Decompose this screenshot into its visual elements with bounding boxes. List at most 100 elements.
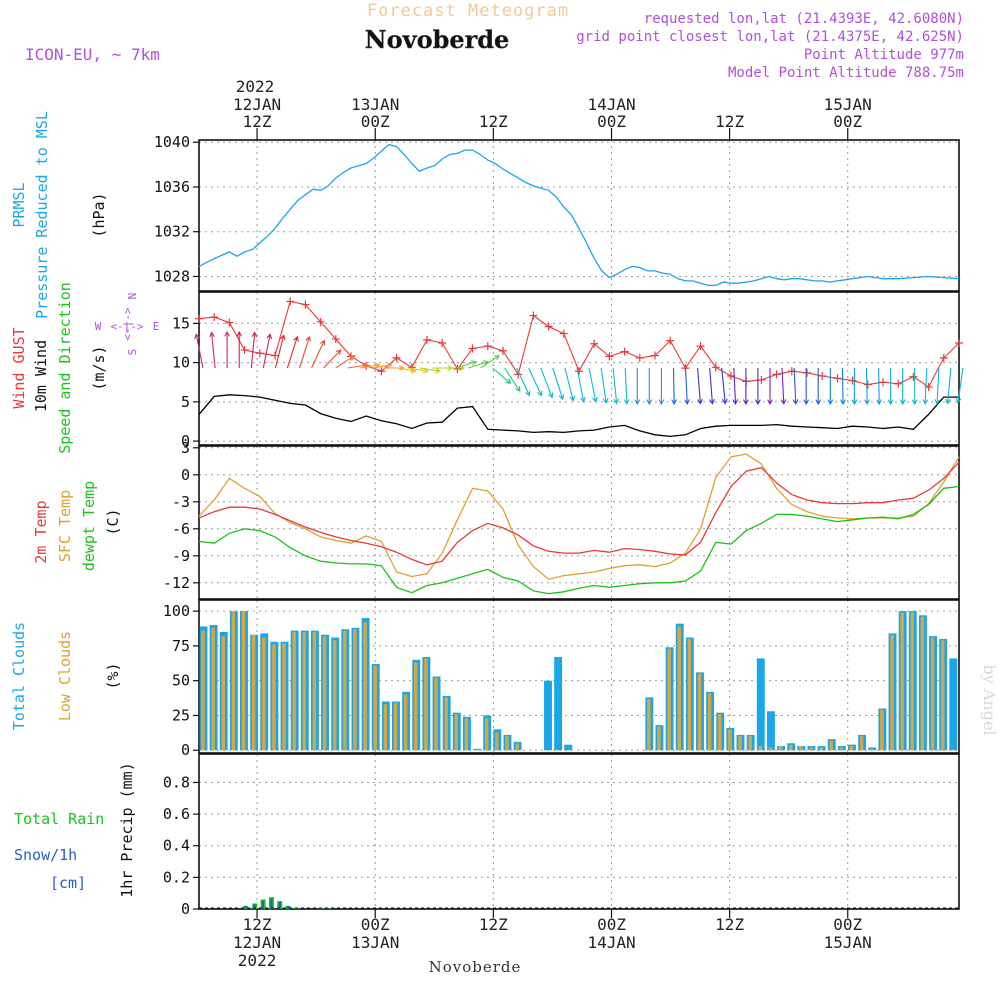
gust-marker	[377, 367, 386, 376]
top-hour-label: 00Z	[361, 112, 390, 131]
wind-direction-arrow	[194, 333, 204, 369]
low-cloud-bar	[859, 736, 864, 751]
wind-panel-labels: Wind GUST 10m Wind Speed and Direction (…	[10, 282, 159, 454]
wind-direction-arrow	[516, 367, 531, 397]
compass-rose: N W E S <-|-> <-|->	[95, 293, 160, 356]
gust-marker	[939, 353, 948, 362]
wind-direction-arrow	[504, 367, 521, 393]
precip-unit-label: 1hr Precip (mm)	[118, 762, 136, 897]
low-cloud-bar	[849, 746, 854, 751]
low-cloud-bar	[505, 736, 509, 751]
top-hour-label: 12Z	[715, 112, 744, 131]
precipitation-panel: 0 0.2 0.4 0.6 0.8	[163, 753, 960, 918]
wind-direction-arrow	[755, 368, 761, 406]
y-tick-label: 10	[172, 354, 190, 372]
wind-direction-arrow	[209, 331, 216, 369]
pressure-panel-labels: PRMSL Pressure Reduced to MSL (hPa)	[10, 111, 108, 319]
y-tick-label: -6	[172, 520, 190, 538]
wind-direction-arrow	[697, 367, 703, 405]
temperature-panel-labels: 2m Temp SFC Temp dewpt Temp (C)	[32, 481, 122, 571]
wind-direction-arrow	[684, 367, 690, 406]
bottom-hour-label: 00Z	[361, 915, 390, 934]
wind-direction-arrow	[224, 330, 230, 368]
top-day-label: 13JAN	[351, 95, 399, 114]
low-cloud-bar	[758, 746, 763, 751]
low-cloud-bar	[880, 709, 884, 751]
low-cloud-bar	[241, 611, 246, 751]
total-rain-label: Total Rain	[14, 810, 104, 828]
low-cloud-bar	[434, 677, 438, 751]
wind-direction-arrow	[298, 335, 311, 369]
percent-unit-label: (%)	[104, 662, 122, 689]
low-cloud-bar	[799, 746, 803, 751]
gust-marker	[651, 351, 659, 360]
top-year-label: 2022	[236, 77, 275, 96]
low-cloud-bar	[414, 662, 418, 751]
wind-direction-arrow	[922, 367, 929, 406]
bottom-hour-label: 12Z	[479, 915, 508, 934]
bottom-hour-label: 12Z	[243, 915, 272, 934]
y-tick-label: 0	[181, 741, 190, 759]
gust-marker	[955, 339, 963, 347]
low-cloud-bar	[707, 693, 712, 751]
low-cloud-bar	[687, 638, 692, 751]
prmsl-label: PRMSL	[10, 182, 28, 227]
gust-marker	[210, 313, 219, 322]
top-hour-label: 00Z	[833, 112, 862, 131]
hpa-unit-label: (hPa)	[90, 192, 108, 237]
low-cloud-bar	[373, 665, 377, 751]
gust-marker	[468, 344, 477, 353]
wind-direction-arrow	[671, 367, 677, 406]
wind-direction-arrow	[721, 367, 728, 405]
dewpt-temp-label: dewpt Temp	[80, 481, 98, 571]
low-cloud-bar	[272, 644, 276, 751]
y-tick-label: 75	[172, 637, 190, 655]
gust-marker	[529, 311, 538, 320]
wind-direction-arrow	[780, 367, 787, 406]
wind-direction-arrow	[564, 367, 576, 402]
wind-speed-line	[198, 394, 959, 438]
total-cloud-bar	[544, 680, 552, 751]
low-cloud-bar	[657, 726, 661, 751]
y-tick-label: 1028	[154, 267, 190, 285]
wind-direction-arrow	[311, 339, 326, 369]
wind-gust-label: Wind GUST	[10, 327, 28, 408]
gust-marker	[696, 342, 705, 351]
bottom-hour-label: 00Z	[597, 915, 626, 934]
top-hour-label: 12Z	[243, 112, 272, 131]
ms-unit-label: (m/s)	[90, 345, 108, 390]
low-cloud-bar	[718, 714, 722, 751]
bottom-day-label: 13JAN	[351, 933, 399, 952]
low-cloud-bar	[484, 718, 489, 751]
sfc-temp-label: SFC Temp	[56, 490, 74, 562]
wind-direction-arrow	[552, 367, 565, 401]
low-cloud-bar	[495, 732, 499, 751]
wind-direction-arrow	[827, 368, 834, 406]
low-cloud-bar	[201, 630, 205, 751]
total-cloud-bar	[766, 711, 775, 751]
celsius-unit-label: (C)	[104, 508, 122, 535]
wind-direction-arrow	[600, 367, 609, 404]
wind-10m-label: 10m Wind	[32, 340, 50, 412]
pressure-reduced-label: Pressure Reduced to MSL	[33, 111, 51, 319]
gust-marker	[772, 370, 781, 379]
panels: 102810321036104005101530-3-6-9-120255075…	[154, 133, 964, 918]
t2m-label: 2m Temp	[32, 500, 50, 563]
wind-direction-arrow	[646, 368, 653, 406]
model-point-altitude: Model Point Altitude 788.75m	[728, 65, 964, 81]
low-cloud-bar	[809, 747, 813, 751]
y-tick-label: 0	[181, 466, 190, 484]
gust-marker	[909, 372, 918, 381]
top-day-label: 12JAN	[233, 95, 281, 114]
low-cloud-bar	[819, 747, 823, 751]
y-tick-label: 100	[163, 602, 190, 620]
y-tick-label: -3	[172, 493, 190, 511]
gust-marker	[605, 352, 614, 361]
y-tick-label: 1040	[154, 133, 190, 151]
wind-direction-arrow	[262, 333, 273, 369]
cloud-panel-labels: Total Clouds Low Clouds (%)	[10, 622, 122, 730]
y-tick-label: 0.2	[163, 868, 190, 886]
total-cloud-bar	[554, 657, 563, 751]
gust-marker	[666, 336, 675, 345]
gust-marker	[575, 367, 583, 376]
